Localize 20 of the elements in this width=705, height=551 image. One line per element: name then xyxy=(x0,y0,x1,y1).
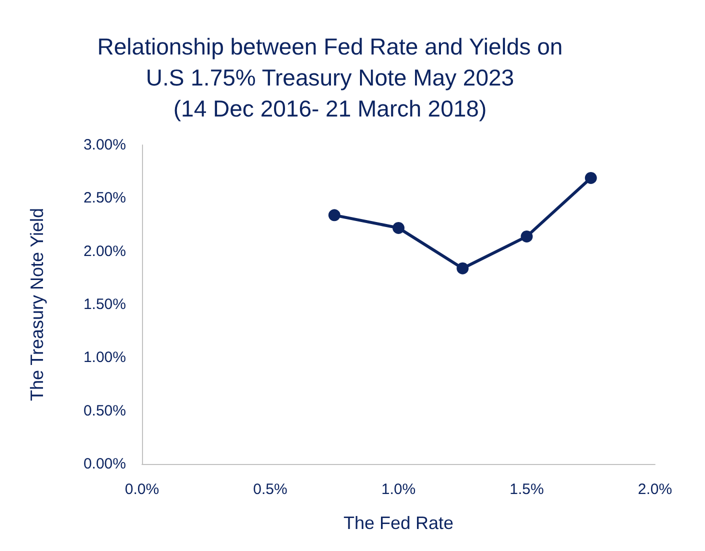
x-tick-label: 0.0% xyxy=(124,481,160,498)
y-axis-title: The Treasury Note Yield xyxy=(27,208,47,402)
x-tick-label: 1.0% xyxy=(381,481,416,498)
point xyxy=(456,262,469,274)
y-tick-label: 2.00% xyxy=(83,242,126,260)
point xyxy=(392,222,404,234)
x-tick-label: 1.5% xyxy=(510,481,544,498)
x-tick-label: 2.0% xyxy=(638,481,672,498)
point xyxy=(520,230,533,242)
x-tick-label: 0.5% xyxy=(253,481,288,498)
y-tick-label: 2.50% xyxy=(83,190,126,207)
y-tick-label: 1.00% xyxy=(83,349,126,366)
y-tick-label: 0.00% xyxy=(83,456,126,472)
y-tick-label: 3.00% xyxy=(83,136,126,154)
y-tick-label: 1.50% xyxy=(83,296,126,313)
point xyxy=(328,209,340,222)
point xyxy=(584,172,597,184)
y-tick-label: 0.50% xyxy=(83,402,126,420)
x-axis-title: The Fed Rate xyxy=(343,513,454,533)
chart-title: Relationship between Fed Rate and Yields on U.S 1.75% Treasury Note May 2023 (14 Dec 2016- 21 March 2018) xyxy=(97,34,563,122)
